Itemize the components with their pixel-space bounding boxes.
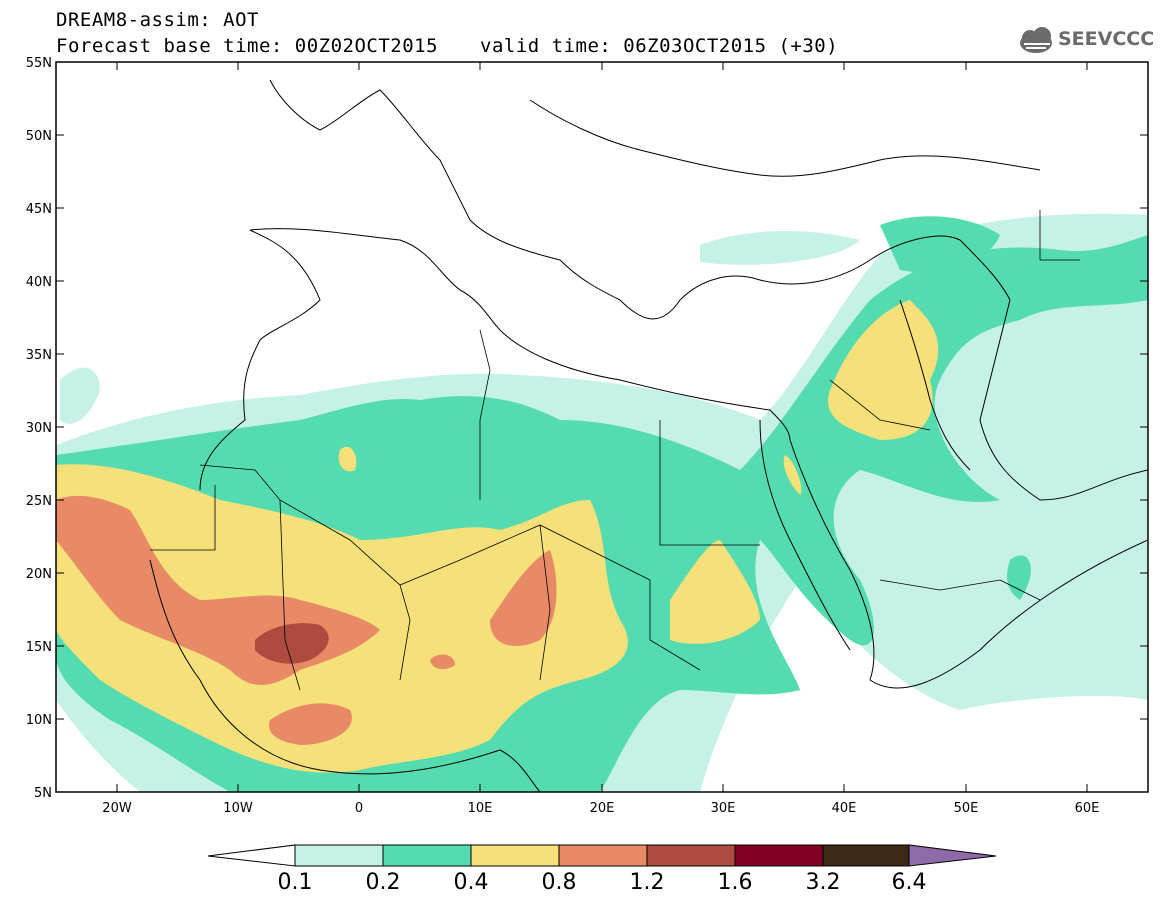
cloud-icon (1020, 27, 1052, 53)
lon-label: 40E (832, 801, 857, 816)
colorbar-label: 1.2 (629, 870, 665, 895)
colorbar-label: 3.2 (805, 870, 841, 895)
colorbar-segment-below (207, 844, 296, 867)
lat-label: 15N (26, 640, 52, 655)
lat-label: 10N (26, 713, 52, 728)
colorbar-label: 0.4 (453, 870, 489, 895)
colorbar-label: 0.8 (541, 870, 577, 895)
lat-label: 50N (26, 129, 52, 144)
colorbar-segment (822, 844, 910, 867)
colorbar-segment (646, 844, 736, 867)
colorbar (207, 844, 997, 867)
colorbar-label: 0.1 (277, 870, 313, 895)
colorbar-segment (382, 844, 472, 867)
lon-label: 10W (223, 801, 253, 816)
colorbar-label: 0.2 (365, 870, 401, 895)
aot-field (56, 213, 1148, 792)
colorbar-segment (294, 844, 384, 867)
lat-label: 5N (34, 786, 52, 801)
colorbar-segment-above (908, 844, 997, 867)
lat-ticks (56, 62, 1148, 792)
lon-label: 50E (954, 801, 979, 816)
colorbar-segment (470, 844, 560, 867)
valid-time: valid time: 06Z03OCT2015 (+30) (480, 35, 839, 57)
colorbar-segment (734, 844, 824, 867)
coastlines (149, 79, 1148, 792)
colorbar-segment (558, 844, 648, 867)
lon-label: 30E (711, 801, 736, 816)
lon-label: 60E (1075, 801, 1100, 816)
lat-label: 25N (26, 494, 52, 509)
lon-label: 20W (102, 801, 132, 816)
colorbar-label: 6.4 (891, 870, 927, 895)
lat-label: 30N (26, 421, 52, 436)
lat-label: 55N (26, 56, 52, 71)
lat-label: 40N (26, 275, 52, 290)
logo-text: SEEVCCC (1058, 28, 1155, 50)
latitude-labels: 55N 50N 45N 40N 35N 30N 25N 20N 15N 10N … (26, 56, 52, 801)
forecast-base-time: Forecast base time: 00Z02OCT2015 (56, 35, 439, 57)
colorbar-label: 1.6 (717, 870, 753, 895)
lon-label: 10E (468, 801, 493, 816)
lon-label: 0 (355, 801, 363, 816)
title-line-1: DREAM8-assim: AOT (56, 9, 259, 31)
lat-label: 35N (26, 348, 52, 363)
country-borders (150, 210, 1080, 691)
lat-label: 20N (26, 567, 52, 582)
lat-label: 45N (26, 202, 52, 217)
longitude-labels: 20W 10W 0 10E 20E 30E 40E 50E 60E (102, 801, 1099, 816)
lon-label: 20E (590, 801, 615, 816)
